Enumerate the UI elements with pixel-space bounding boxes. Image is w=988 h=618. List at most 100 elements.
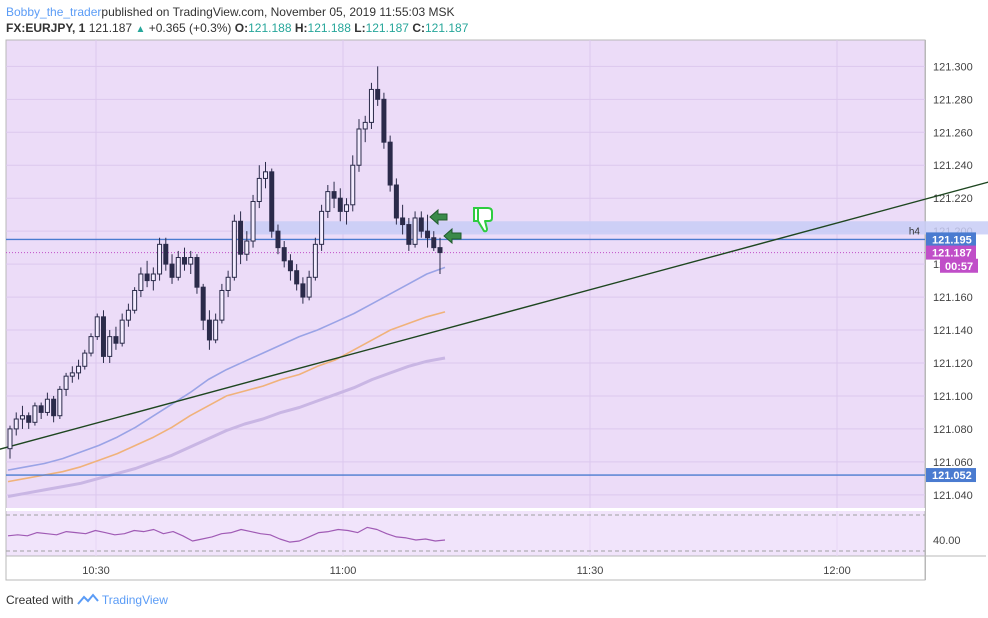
candle-body (194, 257, 200, 288)
candle (325, 185, 331, 218)
candle-body (138, 273, 144, 291)
candle-body (32, 405, 38, 423)
candle (406, 217, 412, 251)
candle-body (19, 415, 25, 420)
candle-body (76, 365, 82, 374)
candle-body (437, 247, 443, 254)
candle-body (300, 283, 306, 298)
candle (375, 66, 381, 106)
moving-average-line (7, 311, 446, 483)
candle (306, 270, 312, 301)
price-axis-badge (926, 245, 976, 260)
candle-body (412, 217, 418, 245)
candle (287, 254, 293, 281)
candle (157, 237, 163, 281)
open-label: O: (234, 21, 249, 35)
oscillator-line (7, 526, 446, 543)
price-axis-badge-label: 00:57 (945, 261, 973, 273)
candle (425, 214, 431, 248)
author-link[interactable]: Bobby_the_trader (6, 5, 102, 19)
open-value: 121.188 (248, 21, 292, 35)
candle (269, 168, 275, 238)
candle-body (319, 210, 325, 245)
candle (300, 277, 306, 304)
candle (119, 313, 125, 347)
candle-body (13, 418, 19, 430)
candle (368, 82, 374, 129)
candle-body (181, 257, 187, 265)
moving-average-line (7, 266, 446, 471)
candle-body (337, 197, 343, 212)
candle-body (263, 171, 269, 179)
h4-line-label: h4 (909, 227, 921, 238)
candle (107, 330, 113, 363)
time-tick-label: 12:00 (823, 565, 851, 577)
candle (400, 204, 406, 235)
low-label: L: (354, 21, 366, 35)
price-tick-label: 121.080 (933, 424, 973, 436)
tradingview-brand[interactable]: TradingView (101, 593, 168, 607)
high-value: 121.188 (307, 21, 351, 35)
price-tick-label: 121.100 (933, 391, 973, 403)
candle (113, 326, 119, 350)
symbol-label[interactable]: FX:EURJPY, 1 (6, 21, 86, 35)
candle (344, 198, 350, 225)
candle (100, 310, 106, 363)
time-tick-label: 10:30 (82, 565, 110, 577)
candle (263, 161, 269, 189)
candle (418, 211, 424, 238)
low-value: 121.187 (365, 21, 409, 35)
candle (244, 231, 250, 261)
price-change: +0.365 (+0.3%) (148, 21, 232, 35)
candle-body (63, 375, 69, 390)
candle (225, 270, 231, 298)
candle (206, 310, 212, 350)
arrow-left-icon (443, 227, 462, 245)
candle (7, 425, 13, 459)
price-tick-label: 121.240 (933, 160, 973, 172)
candle-body (244, 240, 250, 255)
candle-body (356, 128, 362, 166)
candle (51, 395, 57, 423)
candle (144, 260, 150, 288)
candle (32, 402, 38, 426)
published-text: published on TradingView.com, November 0… (101, 5, 455, 19)
candle-body (269, 171, 275, 232)
candle-body (418, 217, 424, 232)
candle (125, 303, 131, 327)
thumbs-down-shape (475, 207, 493, 233)
price-tick-label: 121.220 (933, 193, 973, 205)
candle-body (7, 428, 13, 450)
trendline (0, 181, 988, 450)
candle-body (250, 200, 256, 242)
price-axis-badge (926, 232, 976, 247)
candle (281, 241, 287, 268)
candle (82, 349, 88, 370)
candle-body (51, 398, 57, 417)
up-arrow-icon: ▲ (135, 24, 146, 35)
close-label: C: (412, 21, 425, 35)
candle-body (306, 276, 312, 298)
candle-body (325, 191, 331, 212)
candle (387, 135, 393, 192)
arrow-left-icon (429, 208, 448, 226)
high-label: H: (294, 21, 308, 35)
candle-body (57, 388, 63, 417)
candle (213, 313, 219, 344)
price-tick-label: 121.300 (933, 61, 973, 73)
candle-body (113, 336, 119, 344)
price-tick-label: 121.060 (933, 457, 973, 469)
candle-body (368, 88, 374, 123)
last-price: 121.187 (88, 21, 133, 35)
candle-body (82, 352, 88, 367)
candle (319, 204, 325, 251)
pane-separator (6, 508, 925, 511)
price-tick-label: 121.140 (933, 325, 973, 337)
candle (238, 211, 244, 265)
candle-body (425, 230, 431, 239)
candle-body (275, 230, 281, 249)
candle-body (400, 217, 406, 226)
candle (231, 214, 237, 281)
time-tick-label: 11:00 (330, 565, 357, 577)
